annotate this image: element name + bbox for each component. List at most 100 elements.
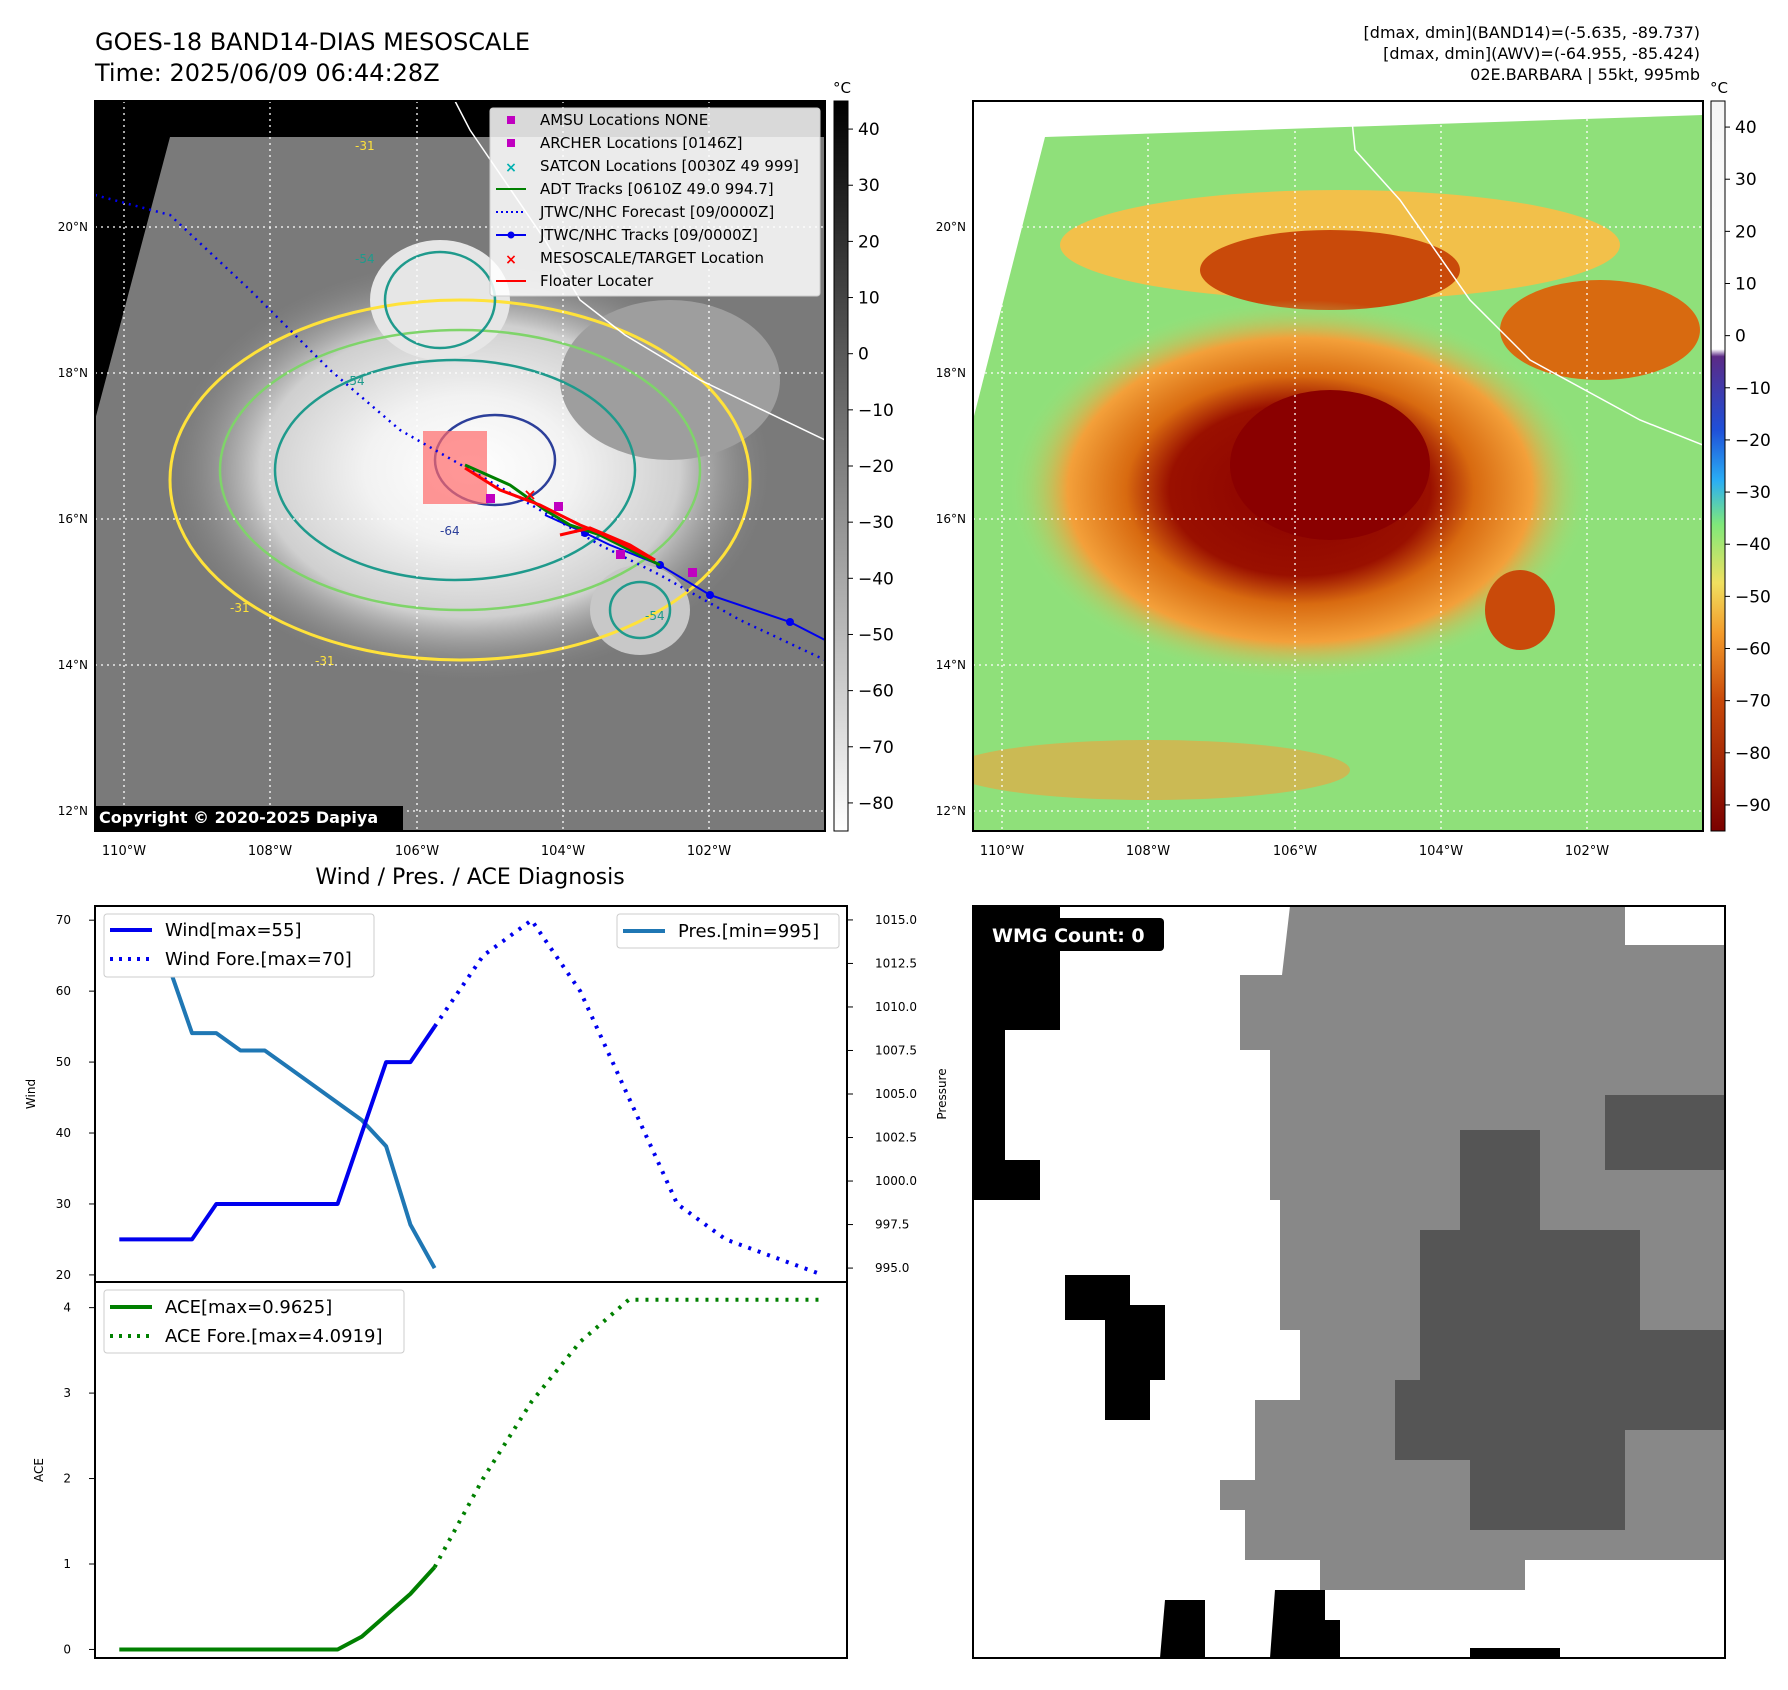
wmg-region-black: [1160, 1600, 1205, 1658]
colorbar-tick-label: 40: [858, 120, 880, 140]
colorbar-tick-label: −90: [1735, 796, 1771, 816]
lat-label: 12°N: [58, 804, 88, 818]
colorbar-tick-label: −50: [858, 625, 894, 645]
contour-yellow: [168, 298, 752, 662]
y2-tick-label: 995.0: [875, 1261, 909, 1275]
lon-label: 108°W: [1126, 844, 1170, 859]
cloud-cell-south: [590, 565, 690, 655]
colorbar-tick-label: 20: [858, 232, 880, 252]
legend-amsu: AMSU Locations NONE: [540, 111, 708, 129]
wmg-region-black: [1270, 1590, 1340, 1658]
y2-tick-label: 1015.0: [875, 913, 917, 927]
ace-forecast-legend-label: ACE Fore.[max=4.0919]: [165, 1326, 383, 1347]
y2-tick-label: 1002.5: [875, 1131, 917, 1145]
y-tick-label: 70: [56, 913, 71, 927]
legend-satcon-marker: ×: [505, 160, 517, 176]
wmg-region-black: [973, 906, 1060, 1200]
legend-tracks-marker: [507, 231, 515, 239]
colorbar-tick-label: 30: [858, 176, 880, 196]
colorbar-tick-label: 20: [1735, 222, 1757, 242]
wind-forecast-legend-label: Wind Fore.[max=70]: [165, 949, 352, 970]
floater-box: [423, 431, 487, 504]
wmg-region-dark: [1395, 1130, 1725, 1530]
colorbar-tick-label: −20: [1735, 431, 1771, 451]
cloud-band-south: [973, 740, 1350, 800]
wind-series-line: [119, 1025, 437, 1242]
colorbar-band14: °C 40 30 20 10 0 −10 −20 −30 −40 −50 −60 −70 −80: [833, 79, 894, 832]
colorbar-tick-label: −70: [858, 738, 894, 758]
ace-chart: ACE 0 1 2 3 4 ACE[max=0.9625] ACE Fore.[max=…: [32, 1281, 848, 1659]
copyright: Copyright © 2020-2025 Dapiya: [99, 808, 378, 827]
copyright-box: [95, 806, 403, 830]
y2-tick-label: 1005.0: [875, 1087, 917, 1101]
archer-marker: [486, 494, 495, 503]
figure-title: GOES-18 BAND14-DIAS MESOSCALE: [95, 28, 530, 56]
colorbar-tick-label: −10: [1735, 379, 1771, 399]
colorbar-tick-label: −50: [1735, 587, 1771, 607]
lon-label: 104°W: [541, 844, 585, 859]
wmg-region-dark: [1605, 1095, 1725, 1170]
pressure-legend-box: [616, 913, 840, 949]
wmg-region-black: [1470, 1648, 1560, 1658]
contour-teal-south: [608, 580, 672, 640]
colorbar-tick-label: −40: [1735, 535, 1771, 555]
y-tick-label: 40: [56, 1126, 71, 1140]
lat-label: 12°N: [936, 804, 966, 818]
adt-track: [464, 463, 661, 567]
track-point: [706, 591, 714, 599]
wmg-count-badge: [982, 918, 1164, 951]
contour-teal-north: [383, 250, 497, 350]
wmg-frame: [972, 905, 1726, 1659]
archer-marker: [554, 502, 563, 511]
colorbar-awv-bar: [1710, 100, 1726, 832]
track-point: [786, 618, 794, 626]
map-frame: [972, 100, 1704, 832]
legend-adt: ADT Tracks [0610Z 49.0 994.7]: [540, 180, 774, 198]
contour-label: -31: [315, 654, 335, 668]
colorbar-tick-label: 40: [1735, 118, 1757, 138]
wind-pressure-chart: Wind Pressure 20 30 40 50 60 70 995.0 997.5 100…: [24, 905, 949, 1283]
y-tick-label: 50: [56, 1055, 71, 1069]
colorbar-tick-label: 0: [1735, 327, 1746, 347]
lat-label: 14°N: [936, 658, 966, 672]
colorbar-tick-label: −80: [858, 794, 894, 814]
legend-satcon: SATCON Locations [0030Z 49 999]: [540, 157, 799, 175]
contour-teal: [273, 358, 637, 582]
colorbar-band14-unit: °C: [833, 79, 851, 97]
y2-tick-label: 1012.5: [875, 956, 917, 970]
colorbar-tick-label: −70: [1735, 692, 1771, 712]
lon-label: 102°W: [687, 844, 731, 859]
colorbar-tick-label: 30: [1735, 170, 1757, 190]
contour-label: -54: [645, 609, 665, 623]
lon-label: 110°W: [980, 844, 1024, 859]
wind-legend-label: Wind[max=55]: [165, 920, 302, 941]
colorbar-tick-label: −80: [1735, 744, 1771, 764]
legend-target-marker: ×: [505, 252, 517, 268]
ace-legend-label: ACE[max=0.9625]: [165, 1297, 332, 1318]
y-tick-label: 60: [56, 984, 71, 998]
storm-eye-ring: [1230, 390, 1430, 540]
y2-tick-label: 1000.0: [875, 1174, 917, 1188]
y2-tick-label: 1010.0: [875, 1000, 917, 1014]
ace-series-line: [119, 1565, 437, 1652]
pressure-legend-label: Pres.[min=995]: [678, 921, 819, 942]
contour-label: -54: [345, 374, 365, 388]
lon-label: 108°W: [248, 844, 292, 859]
cloud-cell-southeast: [1485, 570, 1555, 650]
cloud-cell-north: [1200, 230, 1460, 310]
cloud-cell-northeast: [1500, 280, 1700, 380]
stats-band14: [dmax, dmin](BAND14)=(-5.635, -89.737): [1364, 23, 1700, 42]
contour-label: -31: [355, 139, 375, 153]
colorbar-awv-unit: °C: [1710, 79, 1728, 97]
lat-label: 20°N: [936, 220, 966, 234]
legend-forecast: JTWC/NHC Forecast [09/0000Z]: [539, 203, 774, 221]
lon-label: 102°W: [1565, 844, 1609, 859]
colorbar-tick-label: −40: [858, 569, 894, 589]
colorbar-tick-label: −30: [858, 513, 894, 533]
y-tick-label: 0: [63, 1642, 71, 1656]
y2-tick-label: 997.5: [875, 1218, 909, 1232]
lon-label: 106°W: [1273, 844, 1317, 859]
archer-marker: [616, 550, 625, 559]
lat-label: 16°N: [58, 512, 88, 526]
